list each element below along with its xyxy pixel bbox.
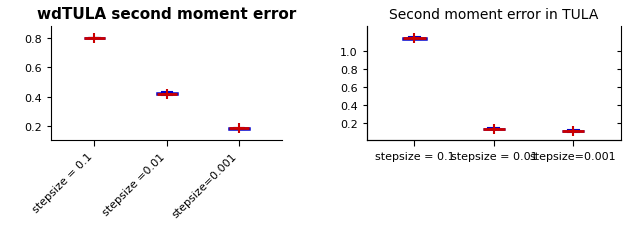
PathPatch shape	[403, 39, 426, 40]
Title: wdTULA second moment error: wdTULA second moment error	[37, 7, 296, 22]
Title: Second moment error in TULA: Second moment error in TULA	[389, 8, 598, 22]
PathPatch shape	[228, 128, 249, 129]
PathPatch shape	[157, 94, 177, 95]
PathPatch shape	[562, 131, 584, 132]
